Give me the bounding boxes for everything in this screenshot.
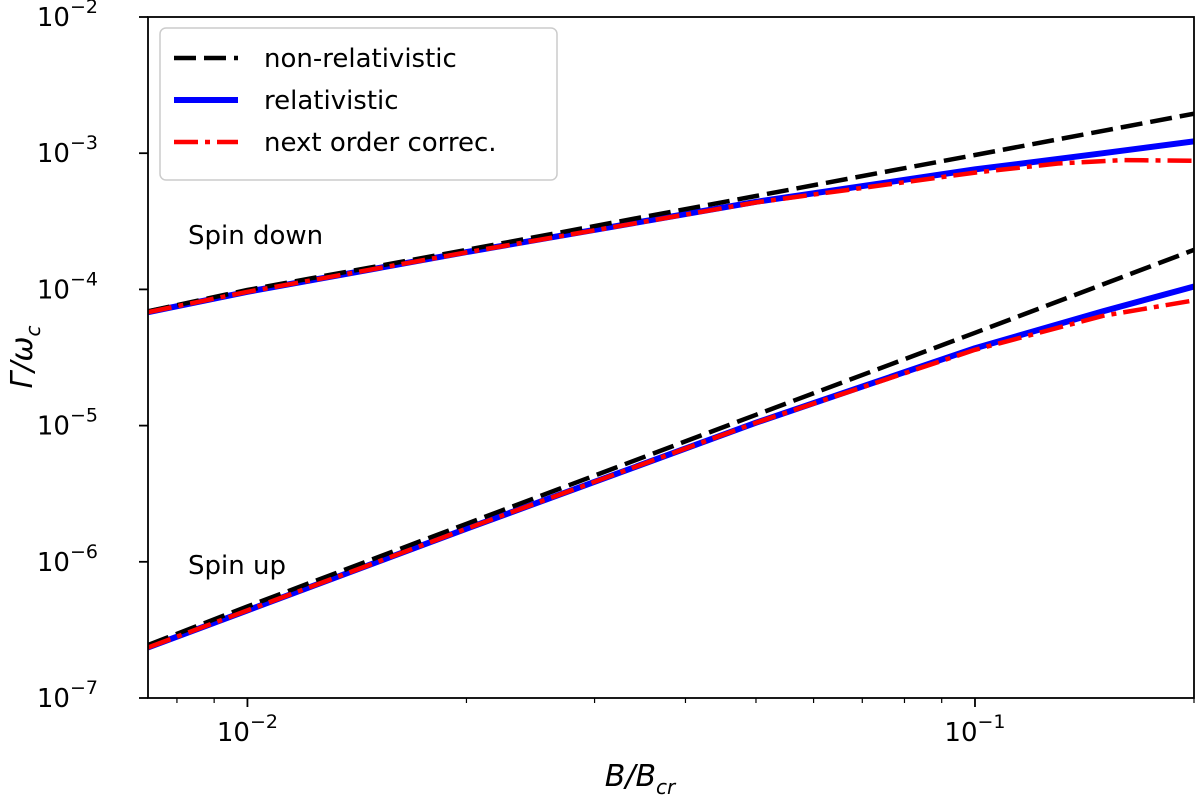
y-tick-label: 10−3 — [37, 132, 98, 169]
series-layer — [148, 111, 1194, 651]
x-axis-label: B/Bcr — [605, 759, 677, 799]
x-axis-label-sub: cr — [656, 775, 677, 799]
spin-up-annotation: Spin up — [188, 551, 286, 581]
y-axis-label: Γ/ωc — [5, 326, 45, 389]
plot-frame — [147, 16, 1195, 699]
x-tick-label: 10−2 — [217, 711, 278, 748]
annotation-layer: Spin down Spin up — [188, 221, 323, 581]
legend-label: relativistic — [264, 86, 399, 116]
y-axis-label-sub: c — [21, 326, 45, 337]
spin-up-non-relativistic-line — [148, 247, 1194, 648]
x-axis-ticks: 10−2 10−1 — [176, 698, 1195, 748]
legend: non-relativistic relativistic next order c… — [159, 27, 558, 181]
y-tick-label: 10−6 — [37, 541, 98, 578]
spin-up-next-order-correc-line — [148, 298, 1194, 650]
y-tick-label: 10−5 — [37, 405, 98, 442]
y-tick-label: 10−4 — [37, 268, 98, 305]
x-tick-label: 10−1 — [944, 711, 1005, 748]
legend-label: non-relativistic — [264, 44, 457, 74]
spin-up-relativistic-line — [148, 283, 1194, 651]
y-tick-label: 10−2 — [37, 0, 98, 33]
legend-box — [159, 27, 558, 181]
y-tick-label: 10−7 — [37, 677, 98, 714]
spin-down-next-order-correc-line — [148, 157, 1194, 315]
spin-down-annotation: Spin down — [188, 221, 323, 251]
x-axis-label-main: B/B — [605, 759, 656, 794]
y-axis-ticks: 10−7 10−6 10−5 10−4 10−3 10−2 — [37, 0, 148, 714]
spin-down-non-relativistic-line — [148, 111, 1194, 314]
y-axis-label-main: Γ/ω — [5, 337, 40, 389]
legend-label: next order correc. — [264, 128, 497, 158]
